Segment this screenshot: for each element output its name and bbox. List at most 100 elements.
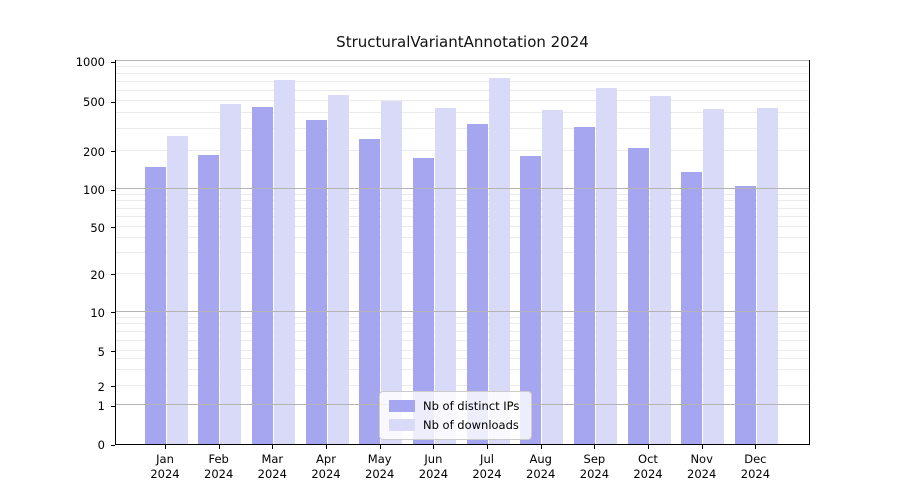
- minor-gridline: [116, 80, 809, 82]
- bar-downloads-jan: [166, 135, 188, 444]
- x-tick-label-jun: Jun 2024: [418, 452, 449, 481]
- y-tick-label: 10: [90, 305, 105, 320]
- x-tick-label-may: May 2024: [365, 452, 395, 481]
- y-tick-label: 0: [97, 438, 105, 452]
- plot-area: Nb of distinct IPs Nb of downloads: [115, 60, 810, 445]
- bar-downloads-may: [381, 101, 403, 444]
- x-tick-label-apr: Apr 2024: [311, 452, 341, 481]
- bar-ips-may: [359, 138, 381, 444]
- y-tick-mark: [111, 151, 115, 153]
- bar-ips-oct: [627, 147, 649, 444]
- bar-ips-feb: [198, 155, 220, 444]
- x-tick-label-jul: Jul 2024: [472, 452, 502, 481]
- y-tick-mark: [111, 189, 115, 191]
- bar-ips-jan: [144, 166, 166, 444]
- bar-downloads-apr: [327, 94, 349, 444]
- minor-gridline: [116, 252, 809, 253]
- x-tick-label-aug: Aug 2024: [526, 452, 556, 481]
- x-tick-label-jan: Jan 2024: [150, 452, 180, 481]
- bar-downloads-aug: [542, 109, 564, 444]
- bar-ips-aug: [520, 155, 542, 444]
- x-tick-label-mar: Mar 2024: [257, 452, 287, 481]
- bar-downloads-oct: [649, 95, 671, 444]
- bar-downloads-feb: [220, 103, 242, 444]
- x-tick-mark: [165, 445, 166, 449]
- x-tick-label-oct: Oct 2024: [633, 452, 663, 481]
- minor-gridline: [116, 66, 809, 68]
- minor-gridline: [116, 89, 809, 91]
- bar-ips-sep: [573, 127, 595, 444]
- bar-ips-dec: [734, 185, 756, 444]
- y-tick-label: 1: [97, 399, 105, 414]
- x-tick-label-dec: Dec 2024: [740, 452, 771, 481]
- bar-downloads-sep: [595, 88, 617, 444]
- x-tick-mark: [218, 445, 220, 449]
- x-tick-label-sep: Sep 2024: [579, 452, 610, 481]
- legend-label: Nb of downloads: [423, 418, 519, 432]
- minor-gridline: [116, 73, 809, 75]
- minor-gridline: [116, 323, 809, 325]
- bar-downloads-mar: [273, 79, 295, 444]
- chart-title: StructuralVariantAnnotation 2024: [336, 33, 589, 51]
- y-tick-label: 500: [83, 95, 105, 110]
- minor-gridline: [116, 207, 809, 209]
- y-tick-label: 20: [90, 267, 105, 282]
- minor-gridline: [116, 237, 809, 239]
- y-tick-mark: [111, 405, 115, 407]
- y-tick-label: 100: [83, 183, 105, 198]
- y-tick-mark: [111, 274, 115, 276]
- x-tick-mark: [755, 445, 757, 449]
- x-tick-mark: [379, 445, 381, 449]
- bar-downloads-jul: [488, 77, 510, 444]
- minor-gridline: [116, 339, 809, 341]
- bar-downloads-dec: [756, 108, 778, 444]
- legend-row: Nb of distinct IPs: [389, 399, 519, 413]
- y-tick-mark: [111, 351, 115, 353]
- minor-gridline: [116, 193, 809, 195]
- x-tick-mark: [540, 445, 542, 449]
- bar-downloads-nov: [703, 108, 725, 444]
- x-tick-label-feb: Feb 2024: [204, 452, 234, 481]
- minor-gridline: [116, 100, 809, 102]
- y-tick-label: 5: [97, 344, 105, 359]
- minor-gridline: [116, 316, 809, 318]
- bar-ips-jun: [412, 158, 434, 444]
- x-tick-mark: [594, 445, 596, 449]
- y-tick-mark: [111, 101, 115, 103]
- major-gridline: [116, 60, 809, 62]
- legend-swatch-icon: [389, 400, 415, 412]
- x-tick-mark: [272, 445, 274, 449]
- y-tick-mark: [111, 227, 115, 229]
- minor-gridline: [116, 369, 809, 371]
- y-tick-mark: [111, 312, 115, 314]
- bar-ips-nov: [681, 171, 703, 444]
- minor-gridline: [116, 127, 809, 129]
- y-tick-label: 2: [97, 379, 105, 394]
- x-tick-mark: [433, 445, 435, 449]
- bar-ips-jul: [466, 123, 488, 444]
- bar-ips-apr: [305, 119, 327, 444]
- y-tick-mark: [111, 61, 115, 63]
- legend-row: Nb of downloads: [389, 418, 519, 432]
- x-tick-mark: [326, 445, 327, 449]
- minor-gridline: [116, 225, 809, 227]
- minor-gridline: [116, 200, 809, 202]
- y-tick-label: 1000: [75, 55, 105, 70]
- y-tick-mark: [111, 386, 115, 388]
- minor-gridline: [116, 358, 809, 360]
- x-tick-mark: [648, 445, 649, 449]
- x-tick-mark: [487, 445, 488, 449]
- minor-gridline: [116, 384, 809, 386]
- minor-gridline: [116, 215, 809, 217]
- minor-gridline: [116, 330, 809, 332]
- bar-ips-mar: [251, 107, 273, 444]
- legend: Nb of distinct IPs Nb of downloads: [379, 391, 533, 440]
- minor-gridline: [116, 149, 809, 151]
- y-tick-mark: [111, 444, 115, 446]
- bar-downloads-jun: [434, 108, 456, 444]
- y-tick-label: 200: [83, 144, 105, 159]
- minor-gridline: [116, 349, 809, 351]
- legend-label: Nb of distinct IPs: [423, 399, 520, 413]
- legend-swatch-icon: [389, 419, 415, 431]
